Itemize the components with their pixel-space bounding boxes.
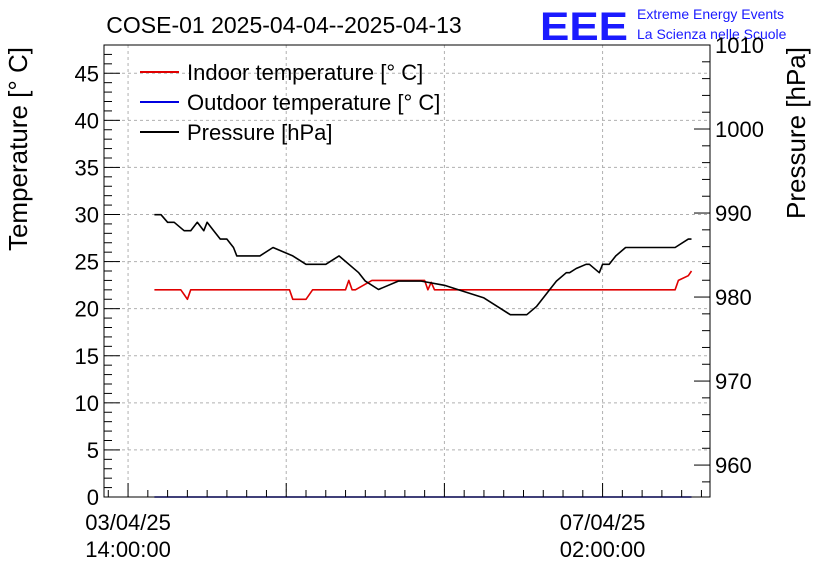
y-tick-label: 35 [75,155,99,180]
right-axis: 960 970 980 990 1000 1010 [694,33,764,483]
y2-tick-label: 980 [715,285,752,310]
y-tick-label: 10 [75,391,99,416]
y-tick-label: 20 [75,297,99,322]
y2-axis-label: Pressure [hPa] [781,47,811,219]
legend-label-3: Pressure [hPa] [187,120,333,145]
legend: Indoor temperature [° C] Outdoor temperat… [140,60,440,145]
y-tick-label: 25 [75,250,99,275]
y-tick-label: 30 [75,203,99,228]
x-tick-label-time: 02:00:00 [560,537,646,562]
series-line-3 [154,213,692,316]
logo-mark: EEE [540,5,628,49]
y-tick-label: 0 [87,485,99,510]
x-tick-label-time: 14:00:00 [85,537,171,562]
y-tick-label: 15 [75,344,99,369]
x-tick-label-date: 07/04/25 [560,510,646,535]
y2-tick-label: 960 [715,453,752,478]
series-line-1 [154,270,693,301]
y-tick-label: 40 [75,108,99,133]
legend-label-2: Outdoor temperature [° C] [187,90,440,115]
y2-tick-label: 1010 [715,33,764,58]
legend-label-1: Indoor temperature [° C] [187,60,423,85]
y2-tick-label: 970 [715,369,752,394]
y-tick-label: 5 [87,438,99,463]
chart-title: COSE-01 2025-04-04--2025-04-13 [106,12,461,38]
logo-line-2: La Scienza nelle Scuole [637,26,787,42]
grid [104,45,710,497]
y2-tick-label: 990 [715,201,752,226]
x-tick-label-date: 03/04/25 [85,510,171,535]
eee-logo: EEE Extreme Energy Events La Scienza nel… [540,5,787,49]
y2-tick-label: 1000 [715,117,764,142]
left-axis: 0 5 10 15 20 25 30 35 40 45 [75,44,120,510]
y-axis-label: Temperature [° C] [3,47,33,251]
y-tick-label: 45 [75,61,99,86]
logo-line-1: Extreme Energy Events [637,6,784,22]
